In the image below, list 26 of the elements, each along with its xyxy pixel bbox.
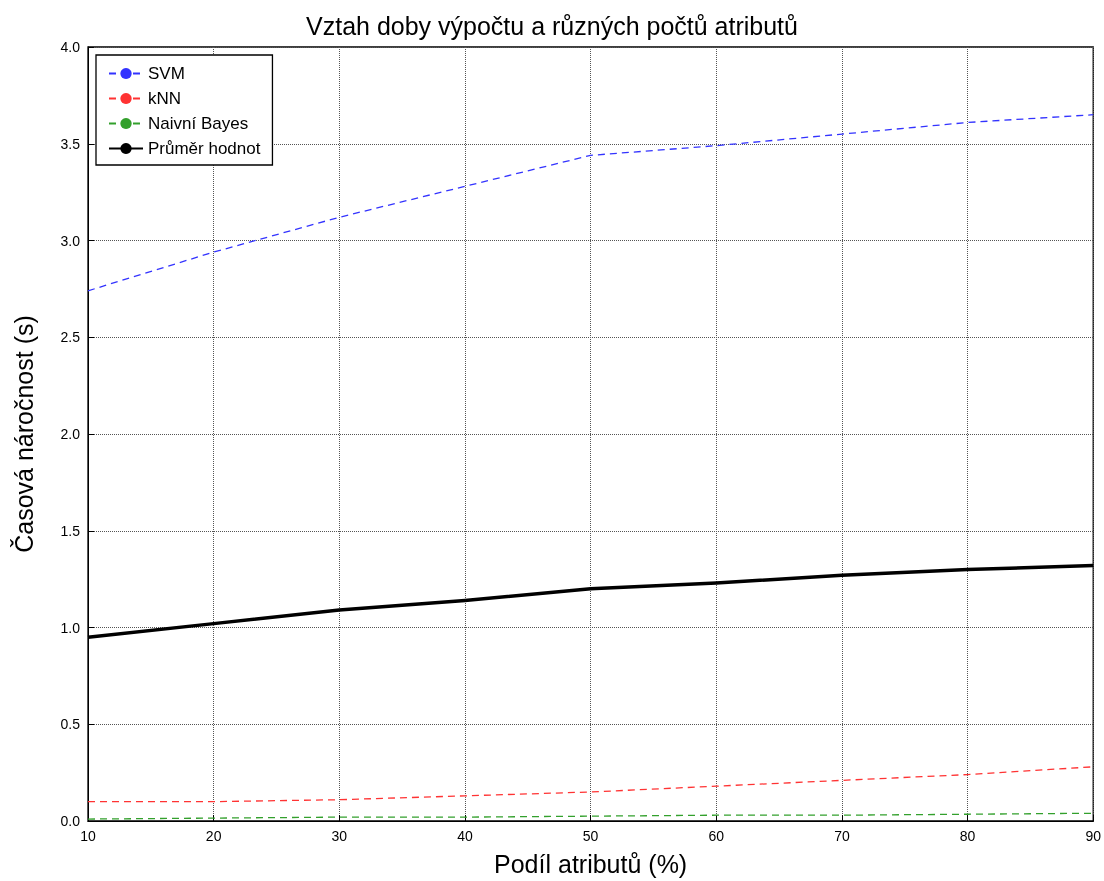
x-tick-label: 90: [1085, 828, 1102, 844]
x-tick-label: 40: [457, 828, 473, 844]
line-series: [87, 114, 1094, 292]
x-tick-label: 10: [80, 828, 96, 844]
legend-label: Průměr hodnot: [148, 139, 261, 158]
y-tick-label: 2.5: [60, 329, 81, 346]
legend-label: kNN: [148, 89, 182, 108]
y-axis-title: Časová náročnost (s): [9, 315, 38, 553]
x-tick-label: 30: [331, 828, 348, 844]
y-tick-label: 3.0: [60, 232, 81, 249]
y-tick-label: 2.0: [60, 426, 81, 442]
x-tick-label: 60: [708, 828, 725, 844]
y-tick-label: 0.0: [60, 813, 81, 829]
chart-title: Vztah doby výpočtu a různých počtů atributů: [306, 11, 798, 40]
x-tick-label: 50: [582, 828, 599, 844]
y-tick-label: 4.0: [60, 39, 81, 55]
y-tick-label: 1.5: [60, 522, 81, 539]
legend-label: Naivní Bayes: [148, 114, 249, 133]
x-tick-label: 20: [205, 828, 222, 844]
x-tick-label: 80: [959, 828, 976, 844]
x-axis-title: Podíl atributů (%): [494, 849, 688, 878]
y-tick-label: 1.0: [60, 619, 81, 636]
y-tick-label: 3.5: [60, 135, 81, 152]
legend-label: SVM: [148, 64, 185, 83]
x-tick-label: 70: [834, 828, 850, 844]
y-tick-label: 0.5: [60, 716, 81, 733]
